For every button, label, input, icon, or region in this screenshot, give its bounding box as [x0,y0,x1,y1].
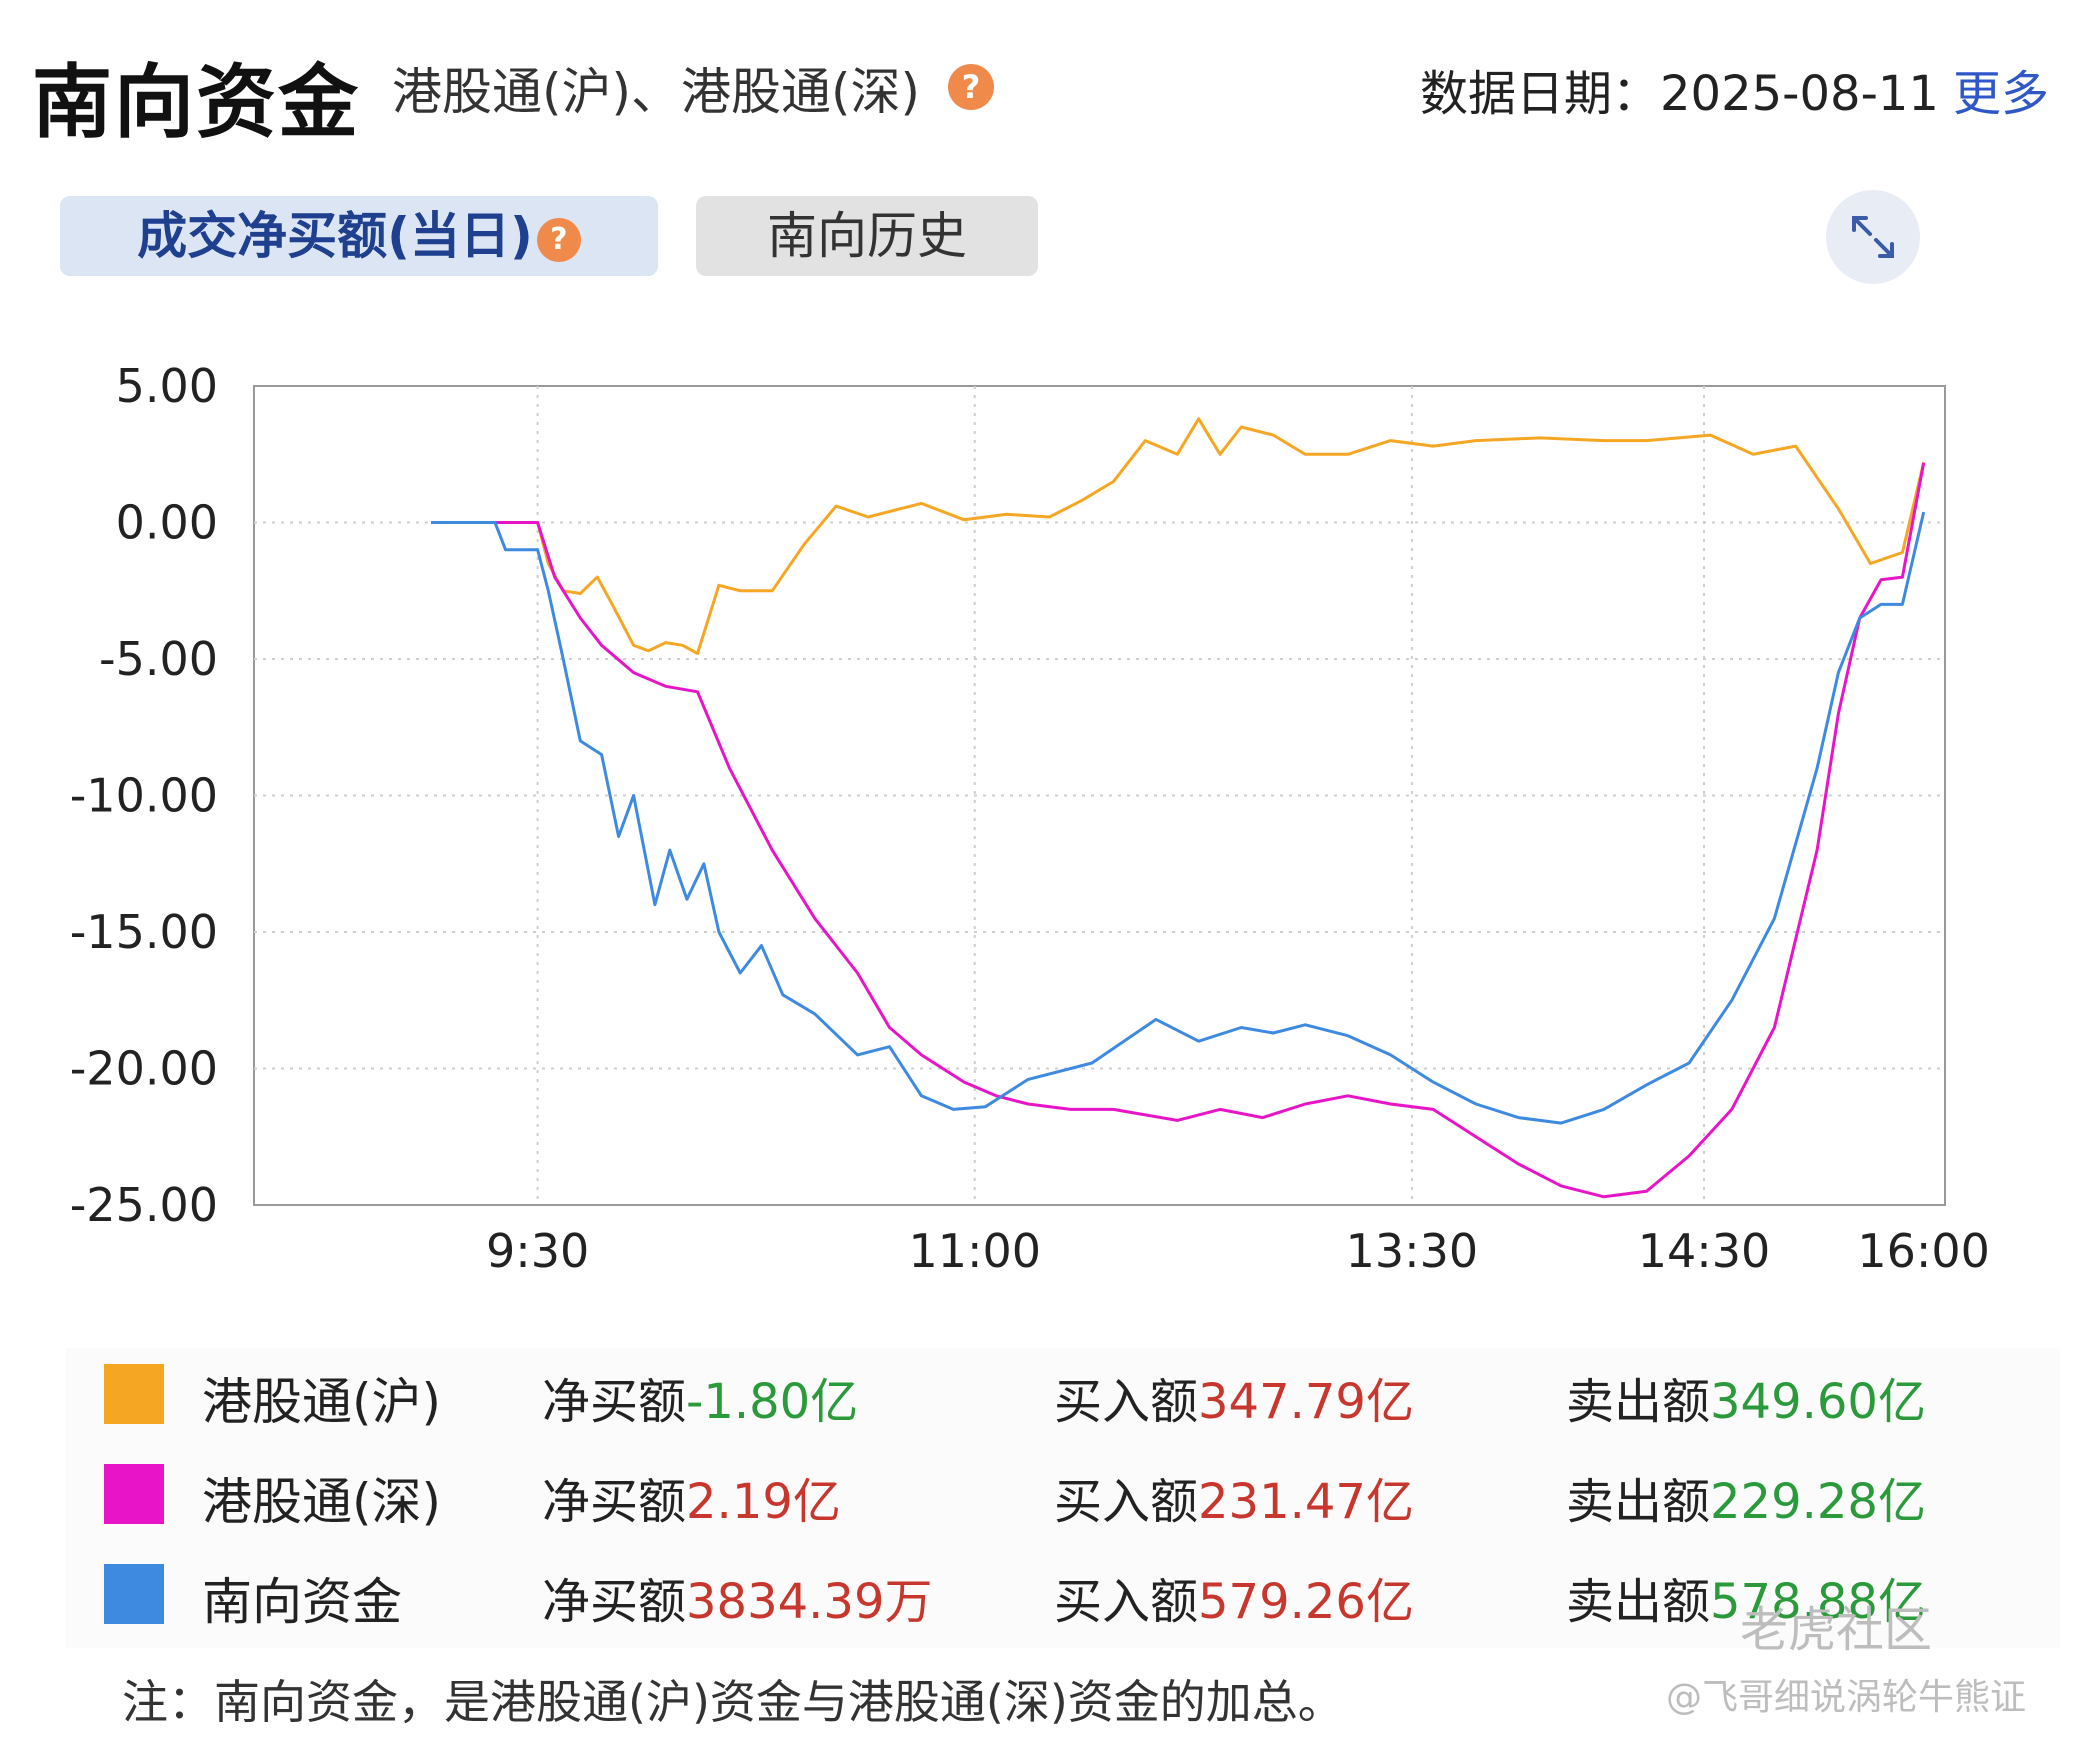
legend-net: 净买额3834.39万 [542,1562,933,1632]
y-tick-label: 0.00 [116,496,218,550]
tab-net-buy-today[interactable]: 成交净买额(当日)? [60,196,658,276]
y-tick-label: -25.00 [70,1178,218,1232]
buy-label: 买入额 [1054,1474,1199,1530]
sell-label: 卖出额 [1566,1374,1711,1430]
net-value: 2.19亿 [686,1474,841,1530]
net-value: 3834.39万 [686,1574,933,1630]
legend-sell: 卖出额578.88亿 [1566,1562,1926,1632]
net-value: -1.80亿 [686,1374,859,1430]
page-subtitle: 港股通(沪)、港股通(深) [392,63,921,121]
more-link[interactable]: 更多 [1952,66,2049,122]
legend-panel [66,1348,2060,1648]
legend-swatch [104,1364,164,1424]
buy-value: 579.26亿 [1198,1574,1414,1630]
sell-label: 卖出额 [1566,1474,1711,1530]
southbound-flow-chart: 5.00 0.00 -5.00 -10.00 -15.00 -20.00 -25.00 9:3… [70,359,1990,1278]
tab-net-buy-label: 成交净买额(当日) [137,207,533,265]
legend-sell: 卖出额349.60亿 [1566,1362,1926,1432]
sell-label: 卖出额 [1566,1574,1711,1630]
series-line [431,417,1926,655]
net-label: 净买额 [542,1574,687,1630]
x-tick-label: 9:30 [486,1224,589,1278]
legend-series-name: 港股通(深) [202,1473,442,1531]
data-date-value: 2025-08-11 [1660,66,1939,122]
sell-value: 229.28亿 [1710,1474,1926,1530]
x-tick-label: 14:30 [1638,1224,1771,1278]
y-tick-label: -15.00 [70,905,218,959]
sell-value: 578.88亿 [1710,1574,1926,1630]
watermark-brand: 老虎社区 [1740,1602,1933,1658]
x-tick-label: 16:00 [1857,1224,1990,1278]
y-tick-label: 5.00 [116,359,218,413]
buy-value: 347.79亿 [1198,1374,1414,1430]
net-label: 净买额 [542,1374,687,1430]
question-circle-icon[interactable]: ? [536,217,581,262]
legend-swatch [104,1564,164,1624]
buy-label: 买入额 [1054,1574,1199,1630]
legend-buy: 买入额579.26亿 [1054,1562,1414,1632]
legend-buy: 买入额231.47亿 [1054,1462,1414,1532]
net-label: 净买额 [542,1474,687,1530]
tab-southbound-history[interactable]: 南向历史 [696,196,1038,276]
y-tick-label: -5.00 [99,632,218,686]
series-line [431,462,1926,1199]
data-date-label: 数据日期： [1420,66,1661,122]
data-date: 数据日期：2025-08-11 更多 [1420,54,2049,124]
legend-series-name: 南向资金 [202,1573,402,1631]
legend-net: 净买额2.19亿 [542,1462,841,1532]
y-tick-label: -20.00 [70,1042,218,1096]
page-title: 南向资金 [32,56,360,149]
expand-arrows-icon [1852,216,1894,258]
x-tick-label: 13:30 [1346,1224,1479,1278]
legend-sell: 卖出额229.28亿 [1566,1462,1926,1532]
y-tick-label: -10.00 [70,769,218,823]
buy-value: 231.47亿 [1198,1474,1414,1530]
footnote: 注：南向资金，是港股通(沪)资金与港股通(深)资金的加总。 [122,1675,1344,1729]
legend-buy: 买入额347.79亿 [1054,1362,1414,1432]
series-line [431,511,1926,1125]
buy-label: 买入额 [1054,1374,1199,1430]
x-tick-label: 11:00 [908,1224,1041,1278]
legend-net: 净买额-1.80亿 [542,1362,858,1432]
legend-swatch [104,1464,164,1524]
expand-button[interactable] [1826,190,1920,284]
question-circle-icon[interactable]: ? [948,64,994,110]
watermark-author: @飞哥细说涡轮牛熊证 [1666,1677,2027,1718]
legend-series-name: 港股通(沪) [202,1373,442,1431]
sell-value: 349.60亿 [1710,1374,1926,1430]
